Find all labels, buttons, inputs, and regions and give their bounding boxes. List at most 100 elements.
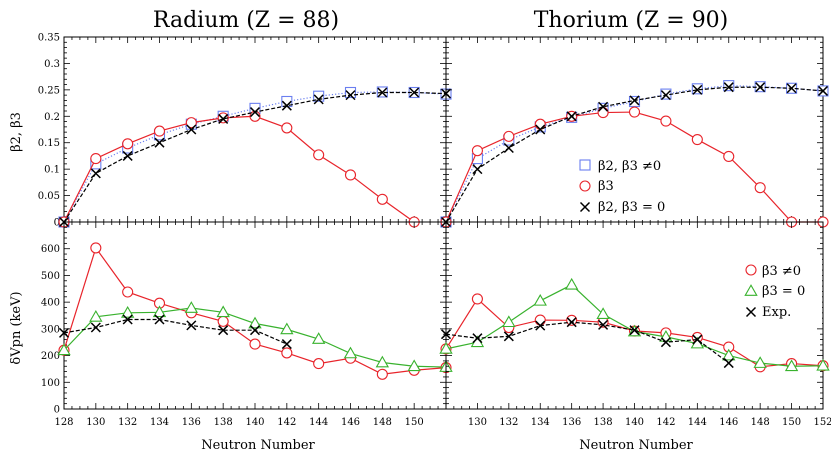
y-tick-label: 300 bbox=[41, 324, 60, 335]
data-point bbox=[122, 286, 134, 298]
xlabel-right: Neutron Number bbox=[579, 438, 693, 453]
panel-radium-dvpn: 0 100 200 300 400 500 600 128 130 132 134 136 138 140… bbox=[41, 221, 453, 428]
series-x bbox=[440, 82, 829, 228]
data-point bbox=[122, 138, 134, 150]
x-tick-label: 132 bbox=[118, 417, 137, 428]
legend-marker bbox=[745, 264, 757, 276]
data-point bbox=[503, 130, 515, 142]
data-point bbox=[153, 125, 166, 137]
x-tick-label: 142 bbox=[656, 417, 675, 428]
x-tick-label: 134 bbox=[150, 417, 169, 428]
data-point bbox=[217, 315, 229, 327]
legend-marker bbox=[744, 284, 758, 296]
data-point bbox=[186, 320, 197, 331]
legend-dvpn: β3 ≠0 β3 = 0 Exp. bbox=[738, 256, 822, 324]
series-triangle bbox=[57, 301, 453, 372]
x-tick-label: 144 bbox=[309, 417, 328, 428]
data-point bbox=[154, 137, 165, 148]
series-x bbox=[440, 317, 734, 369]
data-point bbox=[439, 342, 453, 354]
data-point bbox=[248, 316, 262, 329]
data-point bbox=[409, 87, 420, 98]
xlabel-left: Neutron Number bbox=[201, 438, 315, 453]
y-tick-label: 0.05 bbox=[38, 191, 60, 202]
y-tick-label: 0.2 bbox=[44, 112, 60, 123]
y-tick-label: 0.15 bbox=[38, 138, 60, 149]
data-point bbox=[122, 150, 133, 161]
data-point bbox=[58, 327, 70, 338]
data-point bbox=[533, 293, 547, 306]
data-point bbox=[753, 356, 767, 368]
data-point bbox=[90, 242, 102, 254]
data-point bbox=[628, 106, 641, 118]
x-tick-label: 150 bbox=[405, 417, 424, 428]
data-point bbox=[566, 317, 577, 328]
y-tick-label: 500 bbox=[41, 271, 60, 282]
data-point bbox=[816, 358, 830, 371]
data-point bbox=[281, 347, 293, 359]
data-point bbox=[535, 124, 546, 135]
tick-marks bbox=[445, 221, 824, 410]
data-point bbox=[629, 325, 640, 336]
y-tick-label: 0.1 bbox=[44, 165, 60, 176]
x-tick-label: 144 bbox=[688, 417, 707, 428]
x-tick-label: 132 bbox=[499, 417, 518, 428]
panel-radium-deformation: 0 0.05 0.1 0.15 0.2 0.25 0.3 0.35 bbox=[38, 33, 452, 229]
x-tick-label: 138 bbox=[214, 417, 233, 428]
legend-marker bbox=[579, 180, 591, 192]
x-tick-label: 152 bbox=[813, 417, 831, 428]
data-point bbox=[535, 320, 546, 331]
series-x bbox=[58, 314, 292, 350]
series-circle bbox=[58, 110, 420, 228]
x-tick-label: 140 bbox=[625, 417, 644, 428]
data-point bbox=[313, 358, 325, 370]
title-thorium: Thorium (Z = 90) bbox=[534, 8, 729, 33]
legend-marker bbox=[579, 201, 591, 213]
legend-marker-circle bbox=[745, 264, 757, 276]
data-point bbox=[120, 305, 135, 318]
data-point bbox=[345, 90, 356, 101]
data-point bbox=[471, 145, 483, 157]
legend-label-beta-zero: β2, β3 = 0 bbox=[598, 200, 665, 215]
y-tick-label: 0.35 bbox=[38, 33, 60, 44]
data-point bbox=[186, 124, 197, 135]
tick-marks bbox=[63, 221, 447, 410]
data-point bbox=[598, 319, 609, 330]
y-tick-label: 0 bbox=[54, 405, 60, 416]
data-point bbox=[723, 82, 734, 93]
data-point bbox=[376, 193, 388, 205]
data-point bbox=[692, 84, 703, 95]
data-point bbox=[89, 309, 103, 322]
x-tick-label: 134 bbox=[531, 417, 550, 428]
ylabel-beta: β2, β3 bbox=[9, 112, 24, 152]
data-point bbox=[313, 149, 325, 161]
x-tick-label: 136 bbox=[182, 417, 201, 428]
data-point bbox=[57, 343, 71, 356]
x-tick-label: 128 bbox=[54, 417, 73, 428]
data-point bbox=[185, 117, 197, 129]
data-point bbox=[472, 164, 483, 175]
plot-frame bbox=[63, 36, 447, 223]
legend-deformation: β2, β3 ≠0 β3 β2, β3 = 0 bbox=[570, 152, 678, 220]
data-point bbox=[407, 359, 421, 372]
data-point bbox=[154, 314, 165, 325]
data-point bbox=[660, 115, 672, 127]
x-tick-label: 130 bbox=[468, 417, 487, 428]
data-point bbox=[90, 168, 101, 179]
data-point bbox=[754, 182, 766, 194]
data-point bbox=[817, 85, 829, 96]
data-point bbox=[723, 358, 734, 369]
legend-marker-triangle bbox=[744, 284, 758, 296]
data-point bbox=[534, 314, 546, 326]
data-point bbox=[90, 322, 101, 333]
data-point bbox=[564, 277, 579, 290]
data-point bbox=[218, 113, 229, 124]
data-point bbox=[216, 305, 230, 318]
data-point bbox=[598, 101, 609, 112]
x-tick-label: 140 bbox=[245, 417, 264, 428]
legend-marker-square bbox=[579, 159, 591, 171]
data-point bbox=[90, 153, 102, 165]
data-point bbox=[566, 314, 578, 326]
data-point bbox=[723, 150, 735, 163]
